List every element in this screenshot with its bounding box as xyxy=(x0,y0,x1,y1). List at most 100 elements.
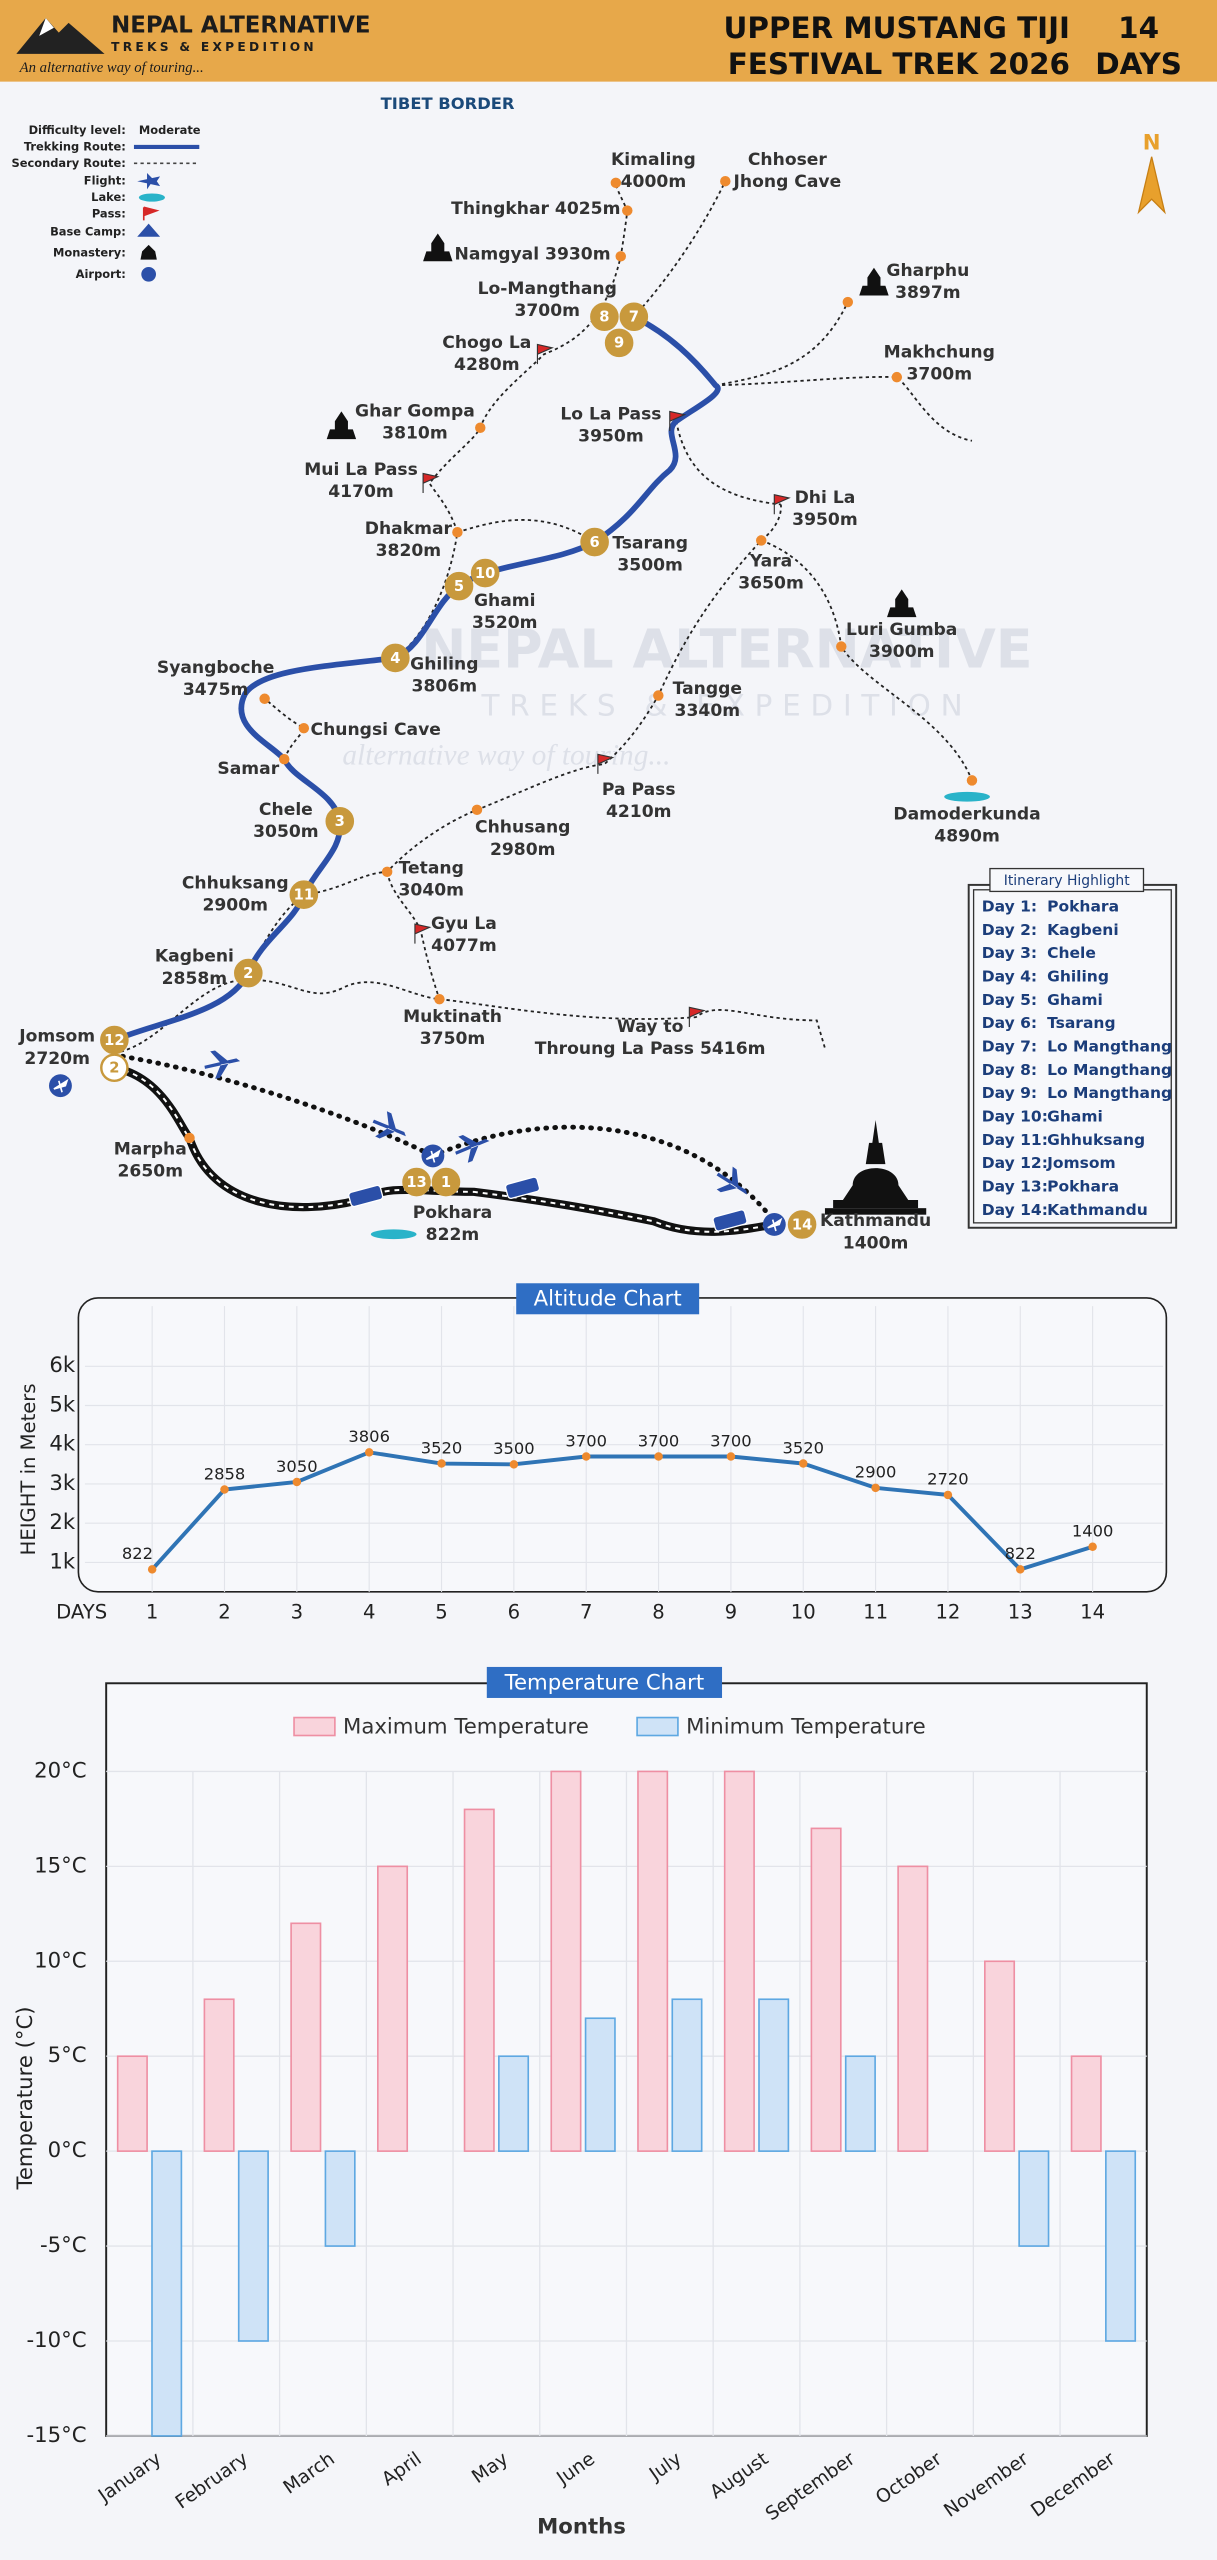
day-marker xyxy=(619,302,649,332)
day-marker xyxy=(234,958,263,988)
place-label: 3950m xyxy=(578,427,644,447)
value-label: 3050 xyxy=(276,1457,318,1476)
itinerary-place: Ghhuksang xyxy=(1047,1131,1145,1149)
place-dot xyxy=(615,251,626,262)
place-label: Namgyal 3930m xyxy=(454,245,610,265)
watermark: alternative way of touring... xyxy=(342,739,670,771)
altitude-line xyxy=(150,1450,1094,1572)
chart-title-box xyxy=(486,1666,723,1698)
place-label: Syangboche xyxy=(157,658,275,678)
legend-label: Secondary Route: xyxy=(12,156,126,170)
day-number: 1 xyxy=(441,1174,451,1191)
bar xyxy=(671,1998,703,2152)
monastery xyxy=(887,589,917,618)
day-marker xyxy=(604,328,634,358)
x-tick-label: 4 xyxy=(363,1601,375,1624)
bus xyxy=(712,1209,748,1232)
day-number: 6 xyxy=(589,534,599,551)
place-dot xyxy=(259,693,270,704)
bar xyxy=(377,1865,409,2152)
itinerary-day: Day 1: xyxy=(982,897,1037,915)
day-marker xyxy=(580,527,609,557)
place-dot xyxy=(622,205,633,216)
legend-label: Pass: xyxy=(92,206,126,220)
value-label: 3520 xyxy=(782,1438,824,1457)
itinerary-place: Lo Mangthang xyxy=(1047,1061,1172,1079)
y-tick-label: -15°C xyxy=(26,2423,86,2448)
bar xyxy=(203,1998,235,2152)
logo-snow xyxy=(39,17,54,36)
value-label: 2858 xyxy=(204,1464,246,1483)
day-number: 8 xyxy=(599,309,609,326)
tagline: An alternative way of touring... xyxy=(19,60,204,76)
place-label: Yara xyxy=(749,552,792,572)
place-label: Tetang xyxy=(399,859,464,879)
place-label: 4210m xyxy=(606,802,672,822)
plane xyxy=(716,1166,747,1195)
y-tick-label: 5k xyxy=(49,1392,76,1417)
place-label: 3500m xyxy=(617,556,683,576)
place-label: Mui La Pass xyxy=(304,460,418,480)
place-dot xyxy=(381,866,393,878)
place-label: Thingkhar 4025m xyxy=(451,199,620,219)
place-label: Kathmandu xyxy=(820,1211,931,1231)
day-number: 2 xyxy=(109,1060,119,1077)
y-axis-title: HEIGHT in Meters xyxy=(17,1383,40,1555)
place-dot xyxy=(184,1132,195,1144)
itinerary-place: Lo Mangthang xyxy=(1047,1038,1172,1056)
itinerary-day: Day 11: xyxy=(982,1131,1048,1149)
itinerary-place: Lo Mangthang xyxy=(1047,1084,1172,1102)
place-label: Kimaling xyxy=(611,150,696,170)
x-tick-label: 9 xyxy=(725,1601,737,1624)
pass-flag xyxy=(597,753,615,774)
x-axis-title: DAYS xyxy=(56,1601,107,1624)
itinerary-place: Jomsom xyxy=(1046,1154,1116,1172)
day-marker xyxy=(590,302,619,332)
altitude-point xyxy=(654,1452,663,1461)
legend-swatch xyxy=(636,1716,679,1737)
place-label: Pa Pass xyxy=(602,780,676,800)
bar xyxy=(1105,2150,1137,2342)
plane xyxy=(372,1111,406,1139)
chart-title: Altitude Chart xyxy=(534,1287,682,1312)
day-marker xyxy=(100,1025,129,1055)
itinerary-inner xyxy=(972,889,1172,1224)
bar xyxy=(584,2017,616,2152)
itinerary-rows: Day 1: Pokhara Day 2: Kagbeni Day 3: Chele Day… xyxy=(982,897,1172,1219)
bar xyxy=(151,2150,183,2437)
value-label: 3700 xyxy=(710,1431,752,1450)
place-label: Dhakmar xyxy=(365,519,453,539)
day-marker xyxy=(470,558,500,588)
legend-label: Trekking Route: xyxy=(24,139,126,153)
stupa-base xyxy=(824,1208,927,1215)
day-number: 9 xyxy=(614,335,624,352)
itinerary-place: Ghiling xyxy=(1047,967,1109,985)
monastery xyxy=(423,233,453,262)
itinerary-day: Day 4: xyxy=(982,967,1037,985)
brand-sub: TREKS & EXPEDITION xyxy=(111,40,317,54)
day-marker xyxy=(444,571,474,601)
title-line: UPPER MUSTANG TIJI xyxy=(724,11,1070,45)
plane xyxy=(204,1050,241,1079)
place-dot xyxy=(966,775,978,786)
brand: NEPAL ALTERNATIVE xyxy=(111,13,370,39)
legend-label: Flight: xyxy=(84,174,126,188)
place-label: Chungsi Cave xyxy=(311,720,441,740)
x-tick-label: 12 xyxy=(935,1601,960,1624)
x-tick-label: 8 xyxy=(652,1601,664,1624)
day-number: 7 xyxy=(629,309,639,326)
x-tick-label: 2 xyxy=(218,1601,230,1624)
place-label: 3040m xyxy=(398,881,464,901)
altitude-point xyxy=(871,1483,880,1493)
place-dot xyxy=(653,690,664,701)
itinerary-place: Pokhara xyxy=(1047,897,1119,915)
day-marker xyxy=(381,643,410,673)
place-label: Samar xyxy=(217,759,279,779)
place-label: Way to xyxy=(617,1017,684,1037)
legend-lake xyxy=(138,193,165,202)
day-marker xyxy=(402,1167,431,1197)
bar xyxy=(758,1998,790,2152)
